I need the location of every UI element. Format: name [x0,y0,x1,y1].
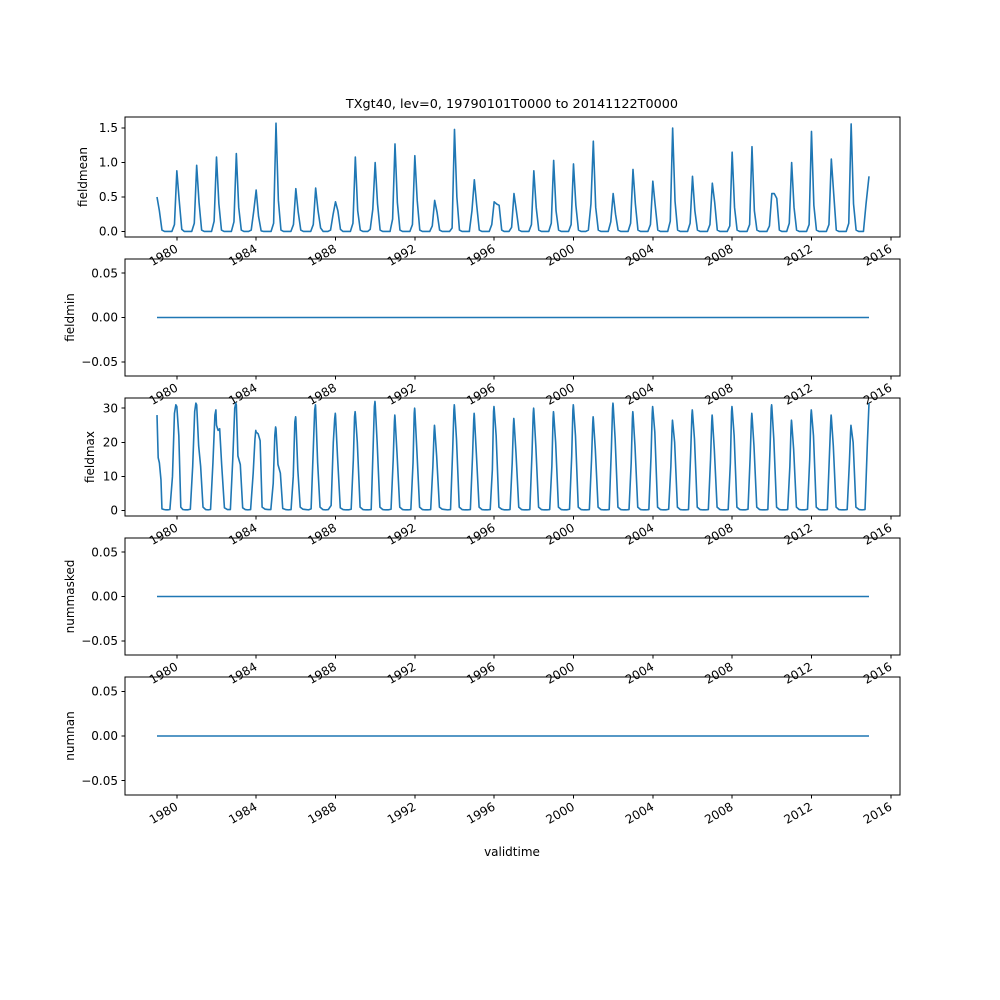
y-tick-label: 1.0 [99,156,118,170]
y-tick-label: 0 [110,504,118,518]
y-tick-label: 0.5 [99,190,118,204]
y-tick-label: 0.05 [91,685,118,699]
figure-title: TXgt40, lev=0, 19790101T0000 to 20141122… [345,97,678,112]
y-tick-label: 30 [103,401,118,415]
y-tick-label: −0.05 [81,355,118,369]
data-line-fieldmean [156,122,870,233]
y-axis-label-fieldmax: fieldmax [83,431,97,483]
y-tick-label: −0.05 [81,634,118,648]
data-line-fieldmax [156,400,870,511]
y-axis-label-numnan: numnan [63,711,77,760]
y-tick-label: 1.5 [99,121,118,135]
y-tick-label: 20 [103,436,118,450]
y-tick-label: 0.05 [91,545,118,559]
axes-frame [124,397,901,517]
y-tick-label: 0.0 [99,225,118,239]
y-tick-label: 10 [103,470,118,484]
y-axis-label-fieldmin: fieldmin [63,293,77,342]
x-axis-label: validtime [484,845,540,859]
y-tick-label: 0.00 [91,729,118,743]
y-tick-label: −0.05 [81,774,118,788]
y-axis-label-fieldmean: fieldmean [76,147,90,207]
y-tick-label: 0.00 [91,311,118,325]
axes-frame [124,116,901,238]
y-tick-label: 0.00 [91,590,118,604]
y-axis-label-nummasked: nummasked [63,560,77,634]
y-tick-label: 0.05 [91,266,118,280]
